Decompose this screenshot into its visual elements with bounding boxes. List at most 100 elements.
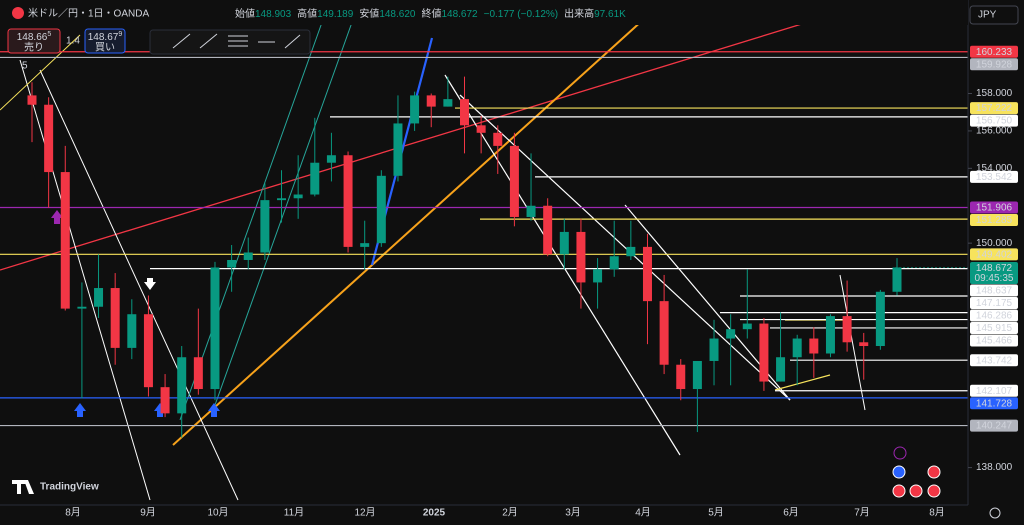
candle-body — [593, 269, 603, 283]
candle-body — [443, 99, 453, 107]
candle-body — [626, 246, 636, 257]
ohlc-label: 高値 — [297, 7, 317, 20]
price-tag — [970, 58, 1018, 71]
x-tick-label: 3月 — [565, 507, 581, 519]
price-tag-label: 143.742 — [976, 355, 1013, 366]
event-icon[interactable] — [927, 484, 941, 498]
candle-body — [859, 342, 869, 347]
change: −0.177 (−0.12%) — [484, 9, 559, 20]
candle-body — [27, 95, 37, 105]
pattern-line — [839, 274, 866, 411]
toolbar — [149, 29, 311, 55]
candle-body — [792, 338, 802, 358]
header-bar — [0, 0, 968, 25]
candle-body — [110, 288, 120, 348]
candle-body — [77, 306, 87, 309]
y-tick-label: 150.000 — [976, 238, 1013, 249]
spread: 1.4 — [66, 36, 80, 47]
sell-button[interactable] — [7, 28, 61, 54]
arrow-marker — [51, 210, 63, 224]
tool-icon[interactable] — [172, 33, 191, 49]
channel-line — [19, 59, 151, 501]
tool-icon[interactable] — [199, 33, 218, 49]
x-tick-label: 7月 — [854, 507, 870, 519]
tool-icon[interactable] — [284, 34, 301, 49]
plot — [0, 51, 968, 438]
price-tag — [970, 102, 1018, 115]
indicator: 5 — [22, 61, 28, 72]
arrow-marker — [74, 403, 86, 417]
logo: TradingView — [40, 482, 99, 493]
logo-icon — [12, 480, 34, 494]
pattern-line — [774, 374, 831, 391]
candle-body — [193, 357, 203, 390]
candle-body — [343, 155, 353, 247]
price-tag-label: 149.402 — [976, 249, 1013, 260]
candle-body — [410, 95, 420, 124]
channel-line — [39, 69, 239, 501]
ohlc-label: 安値 — [359, 7, 379, 20]
price-tag-label: 145.466 — [976, 336, 1013, 347]
y-tick-label: 154.000 — [976, 163, 1013, 174]
price-tag-time: 09:45:35 — [975, 273, 1014, 284]
price-tag — [970, 384, 1018, 397]
candle-body — [659, 301, 669, 365]
candle-body — [60, 172, 70, 309]
candle-body — [310, 162, 320, 195]
ohlc-value: 148.903 — [255, 9, 292, 20]
price-tag-label: 142.107 — [976, 386, 1013, 397]
x-tick-label: 10月 — [207, 507, 228, 519]
price-tag-label: 148.672 — [976, 263, 1013, 274]
candle-body — [160, 387, 170, 414]
x-tick-label: 12月 — [354, 507, 375, 519]
candle-body — [742, 323, 752, 330]
arrow-marker — [154, 403, 166, 417]
trend-line — [172, 0, 666, 446]
x-tick-label: 2月 — [502, 507, 518, 519]
event-icon[interactable] — [892, 465, 906, 479]
event-icon[interactable] — [892, 484, 906, 498]
y-tick-label: 158.000 — [976, 88, 1013, 99]
settings-icon[interactable] — [989, 507, 1001, 519]
event-icon[interactable] — [927, 465, 941, 479]
candle-body — [726, 329, 736, 339]
candle-body — [260, 200, 270, 253]
candle-body — [476, 125, 486, 133]
ohlc-value: 148.620 — [379, 9, 416, 20]
channel-line — [179, 0, 331, 421]
buy-button[interactable] — [84, 28, 126, 54]
x-tick-label: 11月 — [284, 507, 304, 519]
x-tick-label: 6月 — [783, 507, 799, 519]
price-tag-label: 156.750 — [976, 116, 1013, 127]
tool-icon[interactable] — [228, 35, 248, 47]
candle-body — [526, 205, 536, 217]
candle-body — [393, 123, 403, 176]
price-tag — [970, 397, 1018, 410]
event-icon[interactable] — [893, 446, 907, 460]
candle-body — [892, 267, 902, 292]
price-tag-label: 147.175 — [976, 298, 1013, 309]
arrow-marker — [144, 278, 156, 290]
currency-button[interactable] — [969, 5, 1019, 25]
axis-labels: 158.000 156.000 154.000 150.000 138.000 8月 9月 1… — [65, 45, 1018, 519]
candle-body — [460, 99, 469, 126]
candle-body — [692, 360, 702, 390]
price-tag — [970, 296, 1018, 309]
price-tag — [970, 201, 1018, 214]
x-tick-label: 8月 — [929, 507, 945, 519]
price-tag-label: 157.222 — [976, 103, 1013, 114]
symbol-icon — [12, 7, 24, 19]
price-tag — [970, 334, 1018, 347]
sell-price: 148.665 — [17, 31, 52, 43]
ohlc-label: 終値 — [421, 7, 441, 20]
price-tag — [970, 213, 1018, 226]
price-tag — [970, 170, 1018, 183]
ohlc-label: 始値 — [235, 7, 255, 20]
candle-body — [842, 316, 852, 343]
price-tag-label: 160.233 — [976, 47, 1013, 58]
price-tag-label: 151.906 — [976, 203, 1013, 214]
candle-body — [277, 198, 287, 201]
event-icon[interactable] — [909, 484, 923, 498]
price-tag — [970, 419, 1018, 432]
